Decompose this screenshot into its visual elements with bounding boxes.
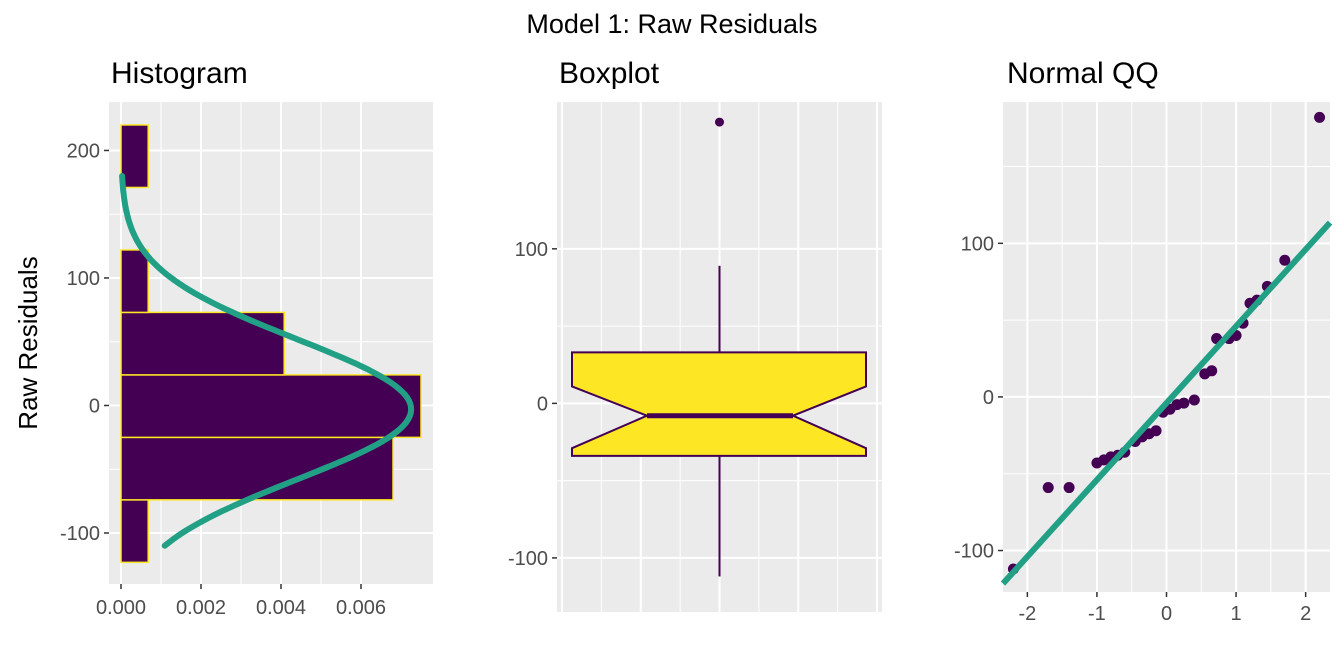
boxplot-y-tick-label: 0 [537, 393, 548, 415]
boxplot-y-tick-label: -100 [508, 548, 548, 570]
qq-y-tick-label: 0 [983, 387, 994, 409]
boxplot-outlier-point [715, 117, 724, 127]
histogram-bar [120, 124, 149, 189]
figure-title: Model 1: Raw Residuals [526, 9, 817, 39]
qq-data-point [1150, 425, 1162, 437]
qq-x-tick-label: 1 [1231, 603, 1242, 625]
boxplot-title: Boxplot [559, 57, 660, 90]
qq-data-point [1178, 397, 1190, 409]
qq-x-tick-label: 0 [1161, 603, 1172, 625]
histogram-y-tick-label: 100 [67, 268, 100, 290]
qq-x-tick-label: 2 [1300, 603, 1311, 625]
qq-x-tick-label: -1 [1088, 603, 1106, 625]
qq-data-point [1314, 111, 1326, 123]
histogram-density-curve [119, 173, 415, 549]
qq-title: Normal QQ [1007, 57, 1159, 90]
histogram-panel: 0.000 0.002 0.004 0.006 -100 0 100 200 Histogram… [13, 57, 433, 619]
qq-data-point [1188, 394, 1200, 406]
histogram-bar [120, 436, 394, 501]
histogram-y-axis-label: Raw Residuals [13, 256, 43, 429]
histogram-x-tick-label: 0.000 [96, 597, 146, 619]
boxplot-y-tick-label: 100 [515, 239, 548, 261]
qq-y-tick-label: -100 [954, 541, 994, 563]
qq-plot-panel: -2 -1 0 1 2 -100 0 100 Normal QQ [954, 57, 1333, 625]
boxplot-box [571, 351, 867, 457]
histogram-y-tick-label: 200 [67, 140, 100, 162]
qq-data-point [1063, 482, 1075, 494]
histogram-y-tick-label: -100 [60, 523, 100, 545]
histogram-bar [120, 374, 422, 439]
qq-reference-line [1000, 220, 1333, 586]
qq-y-tick-label: 100 [961, 233, 994, 255]
histogram-title: Histogram [111, 57, 248, 90]
qq-data-point [1042, 482, 1054, 494]
histogram-y-tick-label: 0 [89, 395, 100, 417]
histogram-x-tick-label: 0.006 [336, 597, 386, 619]
histogram-bar [120, 249, 149, 314]
histogram-bar [120, 499, 149, 564]
qq-data-point [1279, 254, 1291, 266]
histogram-x-tick-label: 0.002 [176, 597, 226, 619]
histogram-x-tick-label: 0.004 [256, 597, 306, 619]
qq-x-tick-label: -2 [1018, 603, 1036, 625]
boxplot-panel: -100 0 100 Boxplot [508, 57, 882, 612]
qq-data-point [1206, 365, 1218, 377]
